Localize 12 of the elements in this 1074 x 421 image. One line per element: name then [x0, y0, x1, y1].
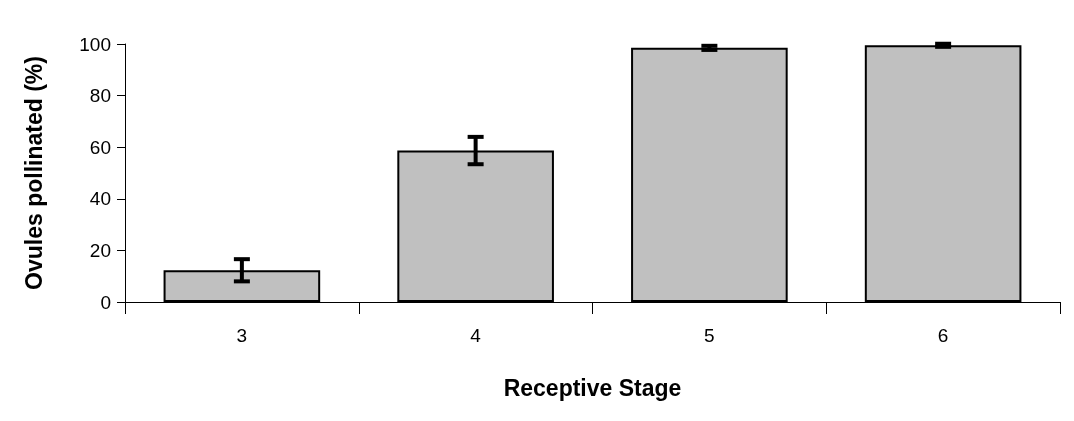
y-axis-title: Ovules pollinated (%) [20, 56, 47, 290]
y-tick-label: 0 [100, 291, 111, 313]
y-tick-label: 60 [89, 136, 111, 158]
y-tick-label: 20 [89, 239, 111, 261]
x-tick-label: 6 [937, 325, 949, 346]
y-tick-label: 40 [89, 188, 111, 210]
y-tick-label: 80 [89, 85, 111, 107]
x-tick-label: 5 [704, 325, 715, 346]
x-tick-label: 3 [236, 325, 248, 346]
x-axis-title: Receptive Stage [503, 374, 682, 401]
x-tick-label: 4 [470, 325, 482, 346]
y-tick-label: 100 [79, 33, 111, 55]
